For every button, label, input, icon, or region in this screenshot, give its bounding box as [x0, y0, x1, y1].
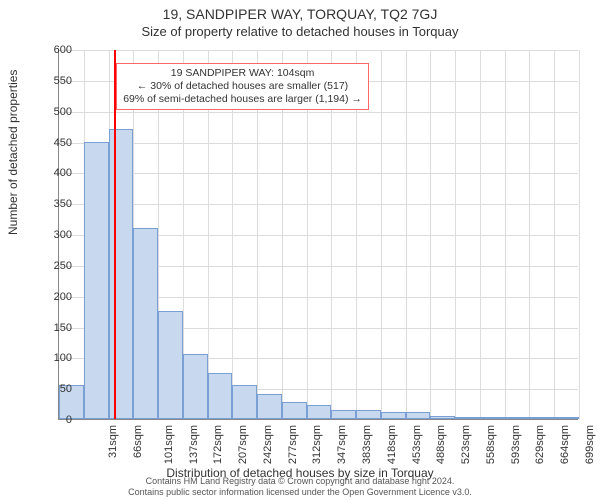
x-tick-label: 31sqm: [107, 425, 119, 458]
gridline-v: [455, 50, 456, 419]
x-tick-label: 488sqm: [435, 425, 447, 464]
gridline-h: [59, 173, 578, 174]
x-tick-label: 207sqm: [237, 425, 249, 464]
histogram-bar: [356, 410, 381, 419]
y-tick-label: 600: [32, 44, 72, 56]
histogram-bar: [455, 417, 480, 419]
histogram-bar: [381, 412, 406, 419]
gridline-h: [59, 143, 578, 144]
histogram-bar: [406, 412, 431, 419]
y-tick-label: 400: [32, 167, 72, 179]
x-tick-label: 523sqm: [460, 425, 472, 464]
x-tick-label: 593sqm: [510, 425, 522, 464]
x-tick-label: 664sqm: [559, 425, 571, 464]
y-tick-label: 550: [32, 75, 72, 87]
x-tick-label: 629sqm: [534, 425, 546, 464]
y-tick-label: 200: [32, 291, 72, 303]
y-tick-label: 500: [32, 106, 72, 118]
y-tick-label: 50: [32, 383, 72, 395]
histogram-bar: [257, 394, 282, 419]
histogram-bar: [480, 417, 505, 419]
gridline-v: [505, 50, 506, 419]
x-tick-label: 172sqm: [213, 425, 225, 464]
subtitle: Size of property relative to detached ho…: [0, 24, 600, 39]
x-tick-label: 383sqm: [361, 425, 373, 464]
x-tick-label: 277sqm: [287, 425, 299, 464]
x-tick-label: 347sqm: [336, 425, 348, 464]
y-tick-label: 150: [32, 322, 72, 334]
histogram-bar: [307, 405, 332, 419]
plot-area: 19 SANDPIPER WAY: 104sqm← 30% of detache…: [58, 50, 578, 420]
x-tick-label: 558sqm: [485, 425, 497, 464]
gridline-v: [406, 50, 407, 419]
x-tick-label: 453sqm: [411, 425, 423, 464]
gridline-v: [554, 50, 555, 419]
x-tick-label: 242sqm: [262, 425, 274, 464]
gridline-h: [59, 50, 578, 51]
annotation-line3: 69% of semi-detached houses are larger (…: [123, 93, 362, 106]
gridline-h: [59, 112, 578, 113]
page-title: 19, SANDPIPER WAY, TORQUAY, TQ2 7GJ: [0, 6, 600, 22]
x-tick-label: 66sqm: [132, 425, 144, 458]
histogram-bar: [133, 228, 158, 419]
y-tick-label: 0: [32, 414, 72, 426]
x-tick-label: 418sqm: [386, 425, 398, 464]
gridline-h: [59, 204, 578, 205]
x-tick-label: 312sqm: [312, 425, 324, 464]
histogram-bar: [331, 410, 356, 419]
annotation-line2: ← 30% of detached houses are smaller (51…: [123, 80, 362, 93]
gridline-v: [529, 50, 530, 419]
annotation-box: 19 SANDPIPER WAY: 104sqm← 30% of detache…: [116, 63, 369, 110]
gridline-v: [381, 50, 382, 419]
histogram-bar: [430, 416, 455, 419]
footnote-line2: Contains public sector information licen…: [128, 487, 472, 497]
gridline-v: [480, 50, 481, 419]
histogram-bar: [208, 373, 233, 419]
x-tick-label: 101sqm: [163, 425, 175, 464]
histogram-bar: [282, 402, 307, 419]
annotation-line1: 19 SANDPIPER WAY: 104sqm: [123, 67, 362, 80]
y-tick-label: 450: [32, 137, 72, 149]
y-tick-label: 100: [32, 352, 72, 364]
histogram-bar: [183, 354, 208, 419]
x-tick-label: 137sqm: [188, 425, 200, 464]
footnote: Contains HM Land Registry data © Crown c…: [0, 476, 600, 498]
y-tick-label: 300: [32, 229, 72, 241]
chart: 19 SANDPIPER WAY: 104sqm← 30% of detache…: [58, 50, 578, 420]
histogram-bar: [232, 385, 257, 419]
histogram-bar: [505, 417, 530, 419]
x-tick-label: 699sqm: [584, 425, 596, 464]
histogram-bar: [109, 129, 134, 419]
y-tick-label: 250: [32, 260, 72, 272]
histogram-bar: [158, 311, 183, 419]
y-axis-title: Number of detached properties: [6, 70, 20, 235]
footnote-line1: Contains HM Land Registry data © Crown c…: [146, 476, 455, 486]
gridline-v: [579, 50, 580, 419]
histogram-bar: [554, 417, 579, 419]
histogram-bar: [84, 142, 109, 420]
histogram-bar: [529, 417, 554, 419]
y-tick-label: 350: [32, 198, 72, 210]
gridline-v: [430, 50, 431, 419]
